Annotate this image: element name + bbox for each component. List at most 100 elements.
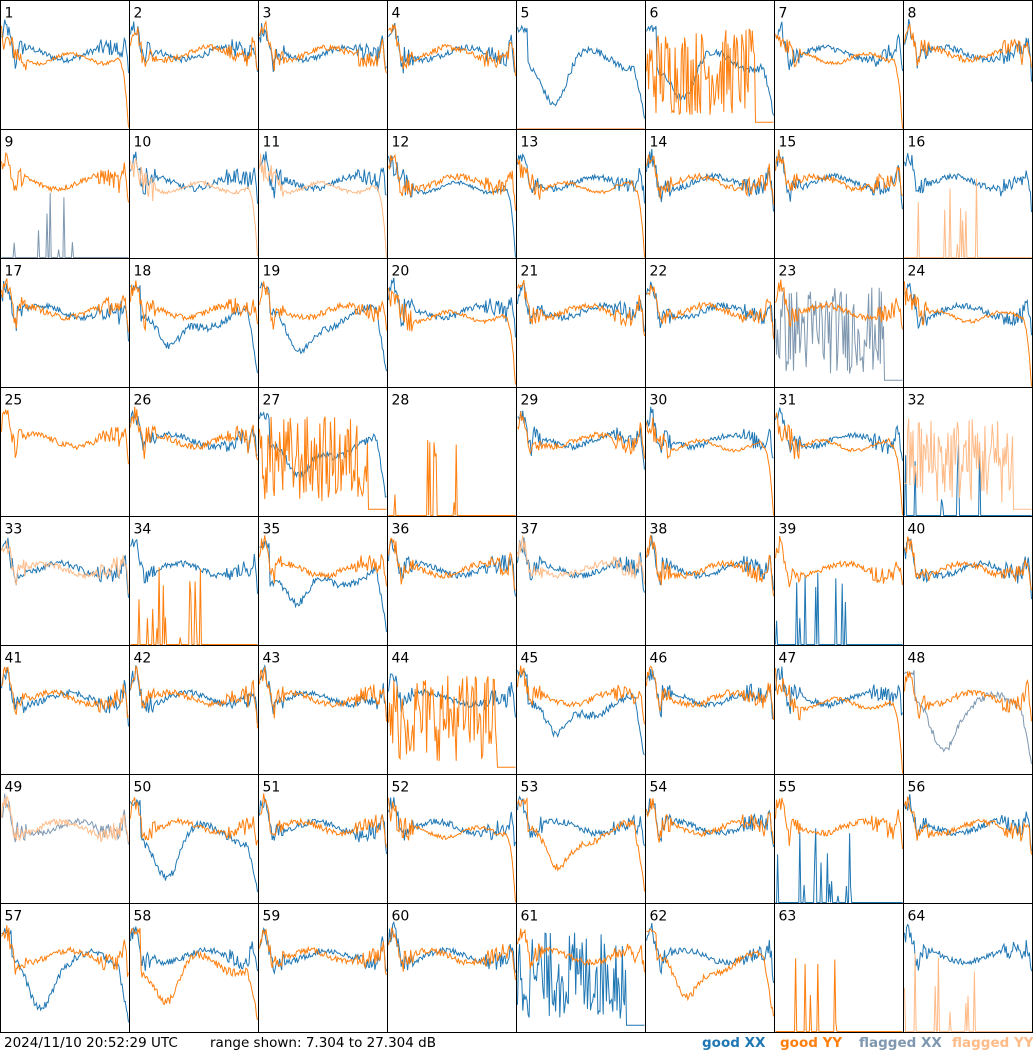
series-yy-43 (259, 666, 387, 722)
panel-52: 52 (387, 774, 517, 904)
panel-frame (258, 0, 388, 130)
series-yy-26 (130, 406, 258, 461)
panel-label: 52 (392, 780, 410, 796)
panel-44: 44 (387, 645, 517, 775)
panel-61: 61 (516, 903, 646, 1033)
series-yy-6 (646, 28, 774, 123)
series-yy-50 (130, 797, 258, 846)
panel-label: 8 (908, 6, 917, 22)
series-xx-1 (1, 19, 129, 74)
series-yy-39 (775, 536, 903, 588)
panel-53: 53 (516, 774, 646, 904)
panel-frame (516, 0, 646, 130)
series-yy-61 (517, 928, 645, 973)
panel-18: 18 (129, 258, 259, 388)
panel-22: 22 (645, 258, 775, 388)
panel-20: 20 (387, 258, 517, 388)
panel-17: 17 (0, 258, 130, 388)
panel-label: 35 (263, 522, 281, 538)
series-yy-56 (904, 796, 1032, 855)
series-yy-32 (904, 418, 1032, 510)
series-xx-42 (130, 665, 258, 724)
series-yy-2 (130, 27, 258, 71)
series-yy-22 (646, 284, 774, 340)
panel-label: 26 (134, 393, 152, 409)
series-xx-18 (130, 283, 258, 374)
series-xx-15 (775, 149, 903, 210)
series-yy-49 (1, 794, 129, 843)
series-yy-63 (775, 958, 903, 1032)
panel-label: 16 (908, 135, 926, 151)
series-xx-56 (904, 794, 1032, 852)
panel-5: 5 (516, 0, 646, 130)
series-xx-53 (517, 795, 645, 847)
series-xx-39 (775, 572, 903, 645)
series-yy-38 (646, 534, 774, 597)
series-yy-1 (1, 25, 129, 128)
series-yy-25 (1, 409, 129, 465)
panel-label: 3 (263, 6, 272, 22)
series-xx-7 (775, 21, 903, 72)
panel-label: 61 (521, 909, 539, 925)
series-xx-22 (646, 281, 774, 338)
series-yy-48 (904, 671, 1032, 722)
panel-label: 36 (392, 522, 410, 538)
series-yy-9 (1, 152, 129, 203)
timestamp: 2024/11/10 20:52:29 UTC (4, 1035, 178, 1051)
panel-label: 1 (5, 6, 14, 22)
panel-label: 28 (392, 393, 410, 409)
panel-label: 7 (779, 6, 788, 22)
panel-label: 6 (650, 6, 659, 22)
series-xx-26 (130, 409, 258, 458)
panel-label: 4 (392, 6, 401, 22)
panel-13: 13 (516, 129, 646, 259)
series-xx-11 (259, 151, 387, 199)
series-yy-54 (646, 798, 774, 844)
panel-58: 58 (129, 903, 259, 1033)
panel-64: 64 (903, 903, 1033, 1033)
panel-35: 35 (258, 516, 388, 646)
series-xx-38 (646, 535, 774, 591)
legend-flagged-xx: flagged XX (859, 1035, 942, 1051)
panel-25: 25 (0, 387, 130, 517)
panel-33: 33 (0, 516, 130, 646)
panel-12: 12 (387, 129, 517, 259)
panel-40: 40 (903, 516, 1033, 646)
panel-label: 46 (650, 651, 668, 667)
panel-38: 38 (645, 516, 775, 646)
panel-label: 63 (779, 909, 797, 925)
series-yy-41 (1, 666, 129, 718)
panel-29: 29 (516, 387, 646, 517)
series-xx-46 (646, 668, 774, 720)
panel-label: 43 (263, 651, 281, 667)
series-xx-31 (775, 407, 903, 461)
series-yy-31 (775, 412, 903, 515)
series-yy-23 (775, 279, 903, 330)
panel-label: 19 (263, 264, 281, 280)
series-xx-24 (904, 283, 1032, 336)
panel-label: 37 (521, 522, 539, 538)
series-xx-17 (1, 280, 129, 342)
panel-10: 10 (129, 129, 259, 259)
series-yy-35 (259, 535, 387, 587)
panel-7: 7 (774, 0, 904, 130)
series-xx-16 (904, 153, 1032, 213)
series-xx-33 (1, 537, 129, 598)
series-xx-37 (517, 537, 645, 593)
series-xx-20 (388, 277, 516, 338)
series-xx-45 (517, 668, 645, 756)
series-xx-59 (259, 926, 387, 975)
series-xx-14 (646, 148, 774, 212)
panel-24: 24 (903, 258, 1033, 388)
panel-28: 28 (387, 387, 517, 517)
panel-label: 41 (5, 651, 23, 667)
panel-label: 53 (521, 780, 539, 796)
panel-45: 45 (516, 645, 646, 775)
series-yy-24 (904, 281, 1032, 387)
panel-27: 27 (258, 387, 388, 517)
series-yy-47 (775, 667, 903, 774)
series-xx-51 (259, 797, 387, 854)
series-yy-28 (388, 440, 516, 516)
series-xx-3 (259, 23, 387, 72)
panel-label: 17 (5, 264, 23, 280)
